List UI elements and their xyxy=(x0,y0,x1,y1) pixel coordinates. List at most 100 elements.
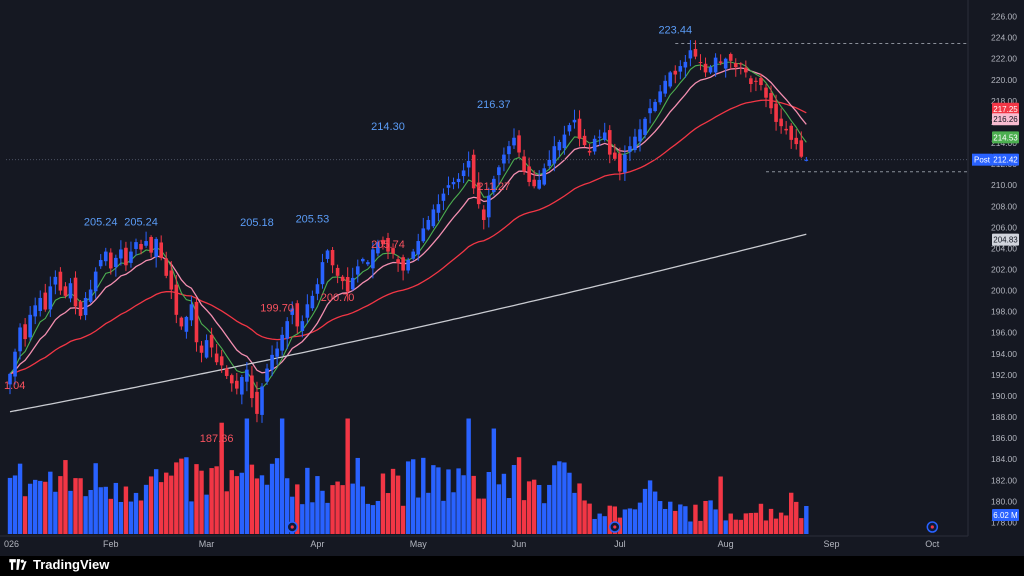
volume-bar xyxy=(768,508,774,534)
candle-body xyxy=(144,241,148,246)
price-annotation-label: 199.70 xyxy=(260,303,294,315)
price-tick-label: 184.00 xyxy=(991,454,1017,464)
candle-body xyxy=(330,250,335,266)
volume-bar xyxy=(521,500,527,534)
candle-body xyxy=(245,369,249,382)
candle-body xyxy=(718,61,723,63)
volume-bar xyxy=(189,501,194,534)
volume-bar xyxy=(239,472,245,534)
candle-body xyxy=(315,284,320,294)
candle-body xyxy=(103,251,108,262)
candle-body xyxy=(618,153,622,172)
price-annotation-label: 187.36 xyxy=(200,433,234,445)
volume-bar xyxy=(652,491,658,534)
candle-body xyxy=(63,286,68,296)
volume-bar xyxy=(199,470,204,534)
volume-bar xyxy=(103,486,108,534)
candle-body xyxy=(567,125,572,132)
candle-body xyxy=(179,317,184,327)
volume-bar xyxy=(254,478,260,534)
volume-bar xyxy=(63,460,68,534)
volume-bar xyxy=(340,485,345,534)
brand-label: TradingView xyxy=(33,557,110,572)
volume-bar xyxy=(794,501,799,534)
candle-body xyxy=(366,262,370,265)
volume-bar xyxy=(753,512,759,534)
candle-body xyxy=(744,67,748,73)
volume-bar xyxy=(380,473,386,534)
candle-body xyxy=(421,228,426,242)
price-axis: 226.00224.00222.00220.00218.00216.00214.… xyxy=(967,0,1024,556)
volume-bar xyxy=(763,520,769,534)
volume-bar xyxy=(68,490,73,534)
volume-bar xyxy=(471,475,476,534)
candle-body xyxy=(381,239,385,245)
volume-bar xyxy=(310,502,315,534)
volume-bar xyxy=(441,500,446,534)
volume-bar xyxy=(138,500,144,534)
candle-body xyxy=(361,258,365,262)
candle-body xyxy=(194,301,199,343)
volume-bar xyxy=(375,500,381,534)
candle-body xyxy=(53,276,58,285)
volume-bar xyxy=(274,458,280,534)
candle-body xyxy=(481,209,486,220)
price-annotation-label: 205.18 xyxy=(240,217,274,229)
candle-body xyxy=(607,130,612,155)
candle-body xyxy=(265,368,269,382)
volume-bar xyxy=(164,472,169,534)
volume-bar xyxy=(733,519,738,534)
volume-bar xyxy=(204,494,209,534)
volume-bar xyxy=(637,502,643,534)
price-tag-label: 212.42 xyxy=(993,156,1018,165)
candle-body xyxy=(416,241,421,255)
volume-bar xyxy=(214,466,219,534)
candle-body xyxy=(552,146,557,164)
price-tick-label: 192.00 xyxy=(991,370,1017,380)
candle-body xyxy=(466,160,471,168)
candle-body xyxy=(129,251,133,263)
volume-bar xyxy=(668,501,673,534)
candle-body xyxy=(527,166,531,183)
volume-bar xyxy=(285,478,290,534)
volume-bar xyxy=(325,502,330,534)
volume-bar xyxy=(683,506,688,534)
volume-bar xyxy=(22,496,28,534)
volume-bar xyxy=(461,475,466,534)
volume-bar xyxy=(365,503,371,534)
volume-bar xyxy=(501,473,507,534)
candle-body xyxy=(28,314,32,338)
candle-body xyxy=(517,135,521,153)
candle-body xyxy=(78,301,83,316)
volume-bar xyxy=(48,471,53,534)
candle-body xyxy=(784,128,788,131)
candle-body xyxy=(446,185,451,188)
candle-body xyxy=(542,168,547,185)
candle-body xyxy=(189,304,194,321)
price-tick-label: 186.00 xyxy=(991,433,1017,443)
price-chart[interactable]: 205.24 205.24 205.18 205.53 214.30 216.37 223.… xyxy=(0,0,1024,556)
price-tag-label: 216.26 xyxy=(993,115,1018,124)
candle-body xyxy=(426,219,431,230)
price-tick-label: 222.00 xyxy=(991,54,1017,64)
tradingview-brand[interactable]: TradingView xyxy=(8,557,109,572)
volume-bar xyxy=(577,483,582,534)
candle-body xyxy=(345,277,350,292)
candle-body xyxy=(154,238,158,258)
volume-bar xyxy=(108,498,113,534)
candle-body xyxy=(33,305,37,317)
candle-body xyxy=(693,48,698,57)
candle-body xyxy=(688,50,693,59)
candle-body xyxy=(376,242,380,254)
volume-bar xyxy=(723,520,728,534)
candle-body xyxy=(169,270,174,290)
volume-tag-label: 6.02 M xyxy=(993,511,1018,520)
volume-bar xyxy=(632,509,638,534)
price-tick-label: 182.00 xyxy=(991,475,1017,485)
price-tag-box xyxy=(992,153,1019,166)
candle-body xyxy=(789,125,793,140)
candle-body xyxy=(411,251,415,259)
volume-bar xyxy=(7,477,13,534)
price-tick-label: 180.00 xyxy=(991,496,1017,506)
